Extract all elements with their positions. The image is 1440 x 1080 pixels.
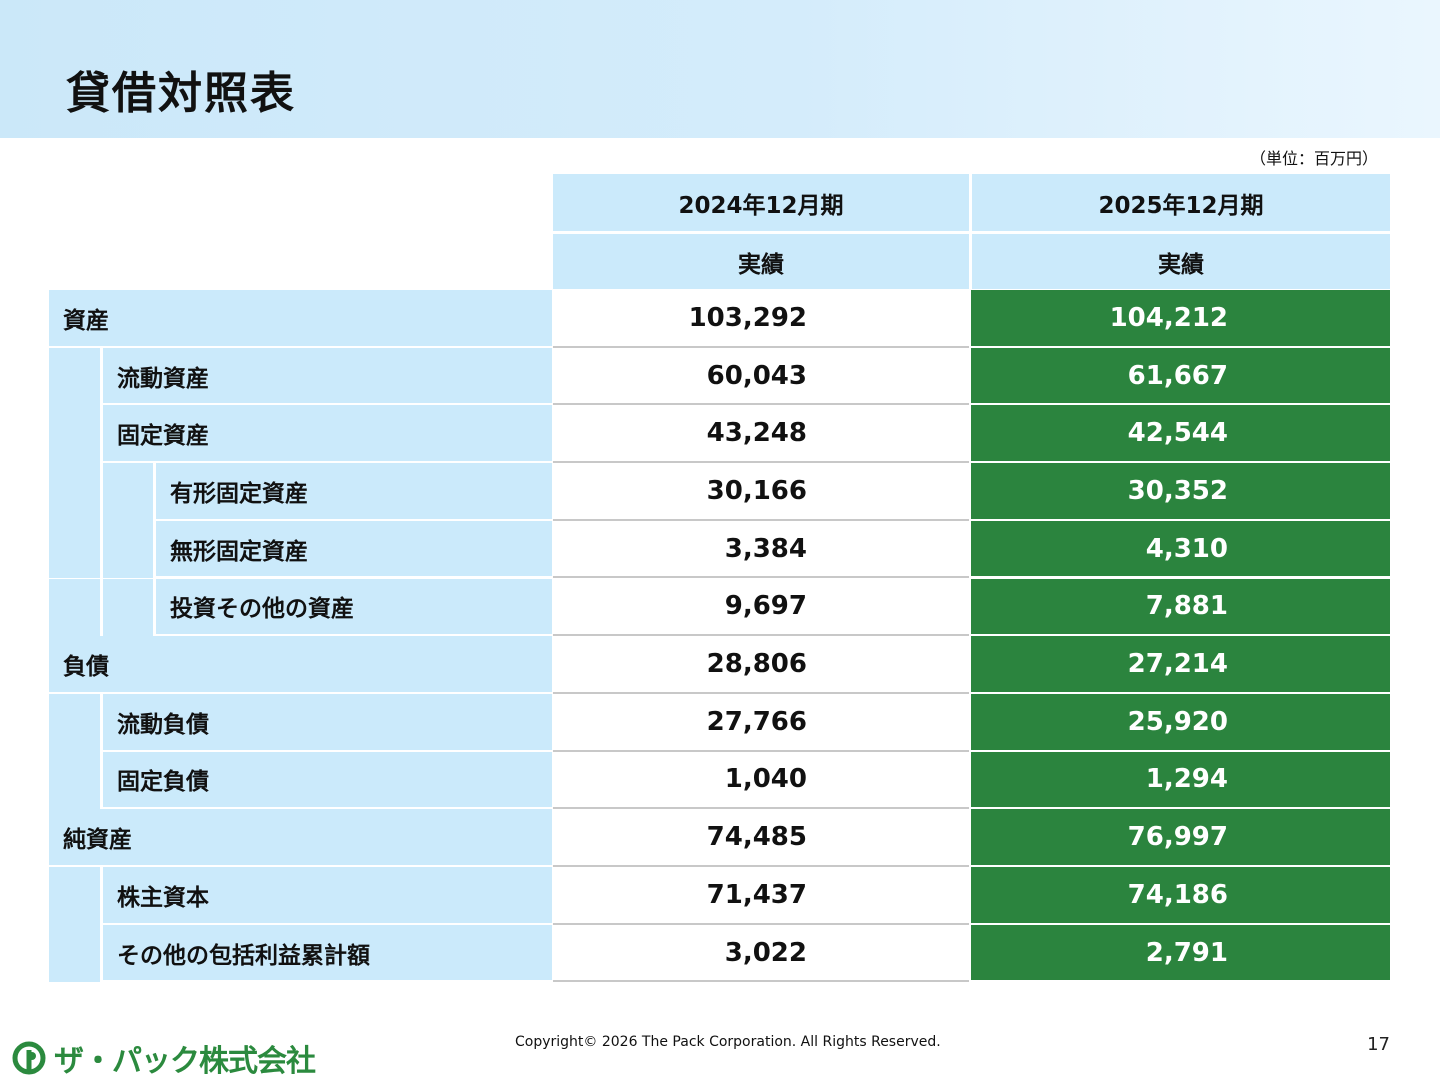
value-2024: 60,043 — [553, 347, 969, 406]
value-2024: 103,292 — [553, 290, 969, 348]
row-label: 負債 — [49, 636, 552, 692]
value-2025: 4,310 — [971, 520, 1390, 577]
row-label: 投資その他の資産 — [156, 578, 552, 635]
indent-block — [49, 693, 100, 752]
pack-logo-icon — [12, 1041, 46, 1075]
indent-block — [103, 578, 153, 637]
row-label: 流動資産 — [103, 347, 552, 404]
indent-block — [103, 520, 153, 579]
row-label: 流動負債 — [103, 693, 552, 750]
row-label: 株主資本 — [103, 867, 552, 923]
indent-block — [49, 347, 100, 406]
column-header-kind-2024: 実績 — [553, 234, 969, 289]
value-2024: 43,248 — [553, 405, 969, 464]
indent-block — [103, 463, 153, 521]
value-2025: 7,881 — [971, 578, 1390, 635]
value-2025: 25,920 — [971, 693, 1390, 750]
value-2024: 30,166 — [553, 463, 969, 521]
column-header-period-2025: 2025年12月期 — [972, 174, 1390, 231]
indent-block — [49, 924, 100, 983]
value-2025: 104,212 — [971, 290, 1390, 346]
value-2024: 3,022 — [553, 924, 969, 983]
page-number: 17 — [1367, 1034, 1390, 1055]
column-header-period-2024: 2024年12月期 — [553, 174, 969, 231]
header-band — [0, 0, 1440, 138]
indent-block — [49, 751, 100, 810]
value-2024: 71,437 — [553, 867, 969, 925]
copyright-text: Copyright© 2026 The Pack Corporation. Al… — [515, 1034, 941, 1050]
value-2024: 3,384 — [553, 520, 969, 579]
row-label: その他の包括利益累計額 — [103, 924, 552, 981]
value-2025: 76,997 — [971, 809, 1390, 865]
value-2024: 28,806 — [553, 636, 969, 694]
row-label: 固定資産 — [103, 405, 552, 462]
value-2025: 1,294 — [971, 751, 1390, 808]
indent-block — [49, 520, 100, 579]
value-2025: 27,214 — [971, 636, 1390, 692]
company-logo-text: ザ・パック株式会社 — [54, 1044, 316, 1079]
row-label: 無形固定資産 — [156, 520, 552, 577]
value-2025: 42,544 — [971, 405, 1390, 462]
company-logo: ザ・パック株式会社 — [12, 1040, 316, 1079]
value-2025: 2,791 — [971, 924, 1390, 981]
value-2024: 9,697 — [553, 578, 969, 637]
indent-block — [49, 867, 100, 925]
row-label: 固定負債 — [103, 751, 552, 808]
row-label: 有形固定資産 — [156, 463, 552, 519]
value-2024: 74,485 — [553, 809, 969, 867]
indent-block — [49, 405, 100, 464]
row-label: 資産 — [49, 290, 552, 346]
value-2025: 30,352 — [971, 463, 1390, 519]
column-header-kind-2025: 実績 — [972, 234, 1390, 289]
value-2024: 27,766 — [553, 693, 969, 752]
row-label: 純資産 — [49, 809, 552, 865]
indent-block — [49, 578, 100, 637]
value-2024: 1,040 — [553, 751, 969, 810]
indent-block — [49, 463, 100, 521]
value-2025: 61,667 — [971, 347, 1390, 404]
value-2025: 74,186 — [971, 867, 1390, 923]
unit-note: （単位：百万円） — [1249, 149, 1378, 168]
page-title: 貸借対照表 — [66, 68, 296, 119]
